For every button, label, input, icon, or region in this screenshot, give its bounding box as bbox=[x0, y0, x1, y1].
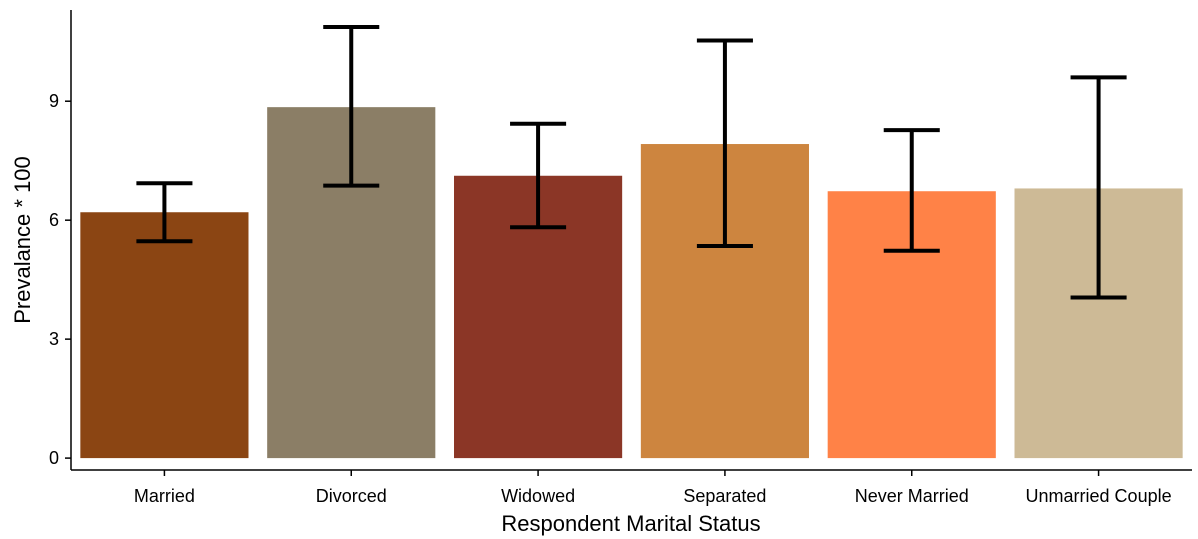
y-tick-label: 3 bbox=[49, 329, 59, 349]
x-axis-ticks: Married Divorced Widowed Separated Never Mar… bbox=[134, 470, 1172, 506]
x-tick-label: Divorced bbox=[316, 486, 387, 506]
error-bar bbox=[696, 38, 753, 248]
bar-married bbox=[80, 212, 249, 459]
y-axis-title: Prevalance * 100 bbox=[10, 156, 35, 324]
x-tick-label: Widowed bbox=[501, 486, 575, 506]
error-bar bbox=[1070, 75, 1127, 300]
x-tick-label: Unmarried Couple bbox=[1026, 486, 1172, 506]
plot-area bbox=[80, 25, 1183, 459]
x-axis-title: Respondent Marital Status bbox=[501, 511, 760, 536]
error-bar bbox=[510, 121, 567, 230]
x-tick-label: Married bbox=[134, 486, 195, 506]
y-tick-label: 6 bbox=[49, 210, 59, 230]
x-tick-label: Never Married bbox=[855, 486, 969, 506]
y-axis-ticks: 0 3 6 9 bbox=[49, 91, 71, 468]
x-tick-label: Separated bbox=[683, 486, 766, 506]
error-bar bbox=[136, 181, 193, 244]
error-bar bbox=[883, 128, 940, 253]
y-tick-label: 9 bbox=[49, 91, 59, 111]
error-bar bbox=[323, 25, 380, 188]
y-tick-label: 0 bbox=[49, 448, 59, 468]
